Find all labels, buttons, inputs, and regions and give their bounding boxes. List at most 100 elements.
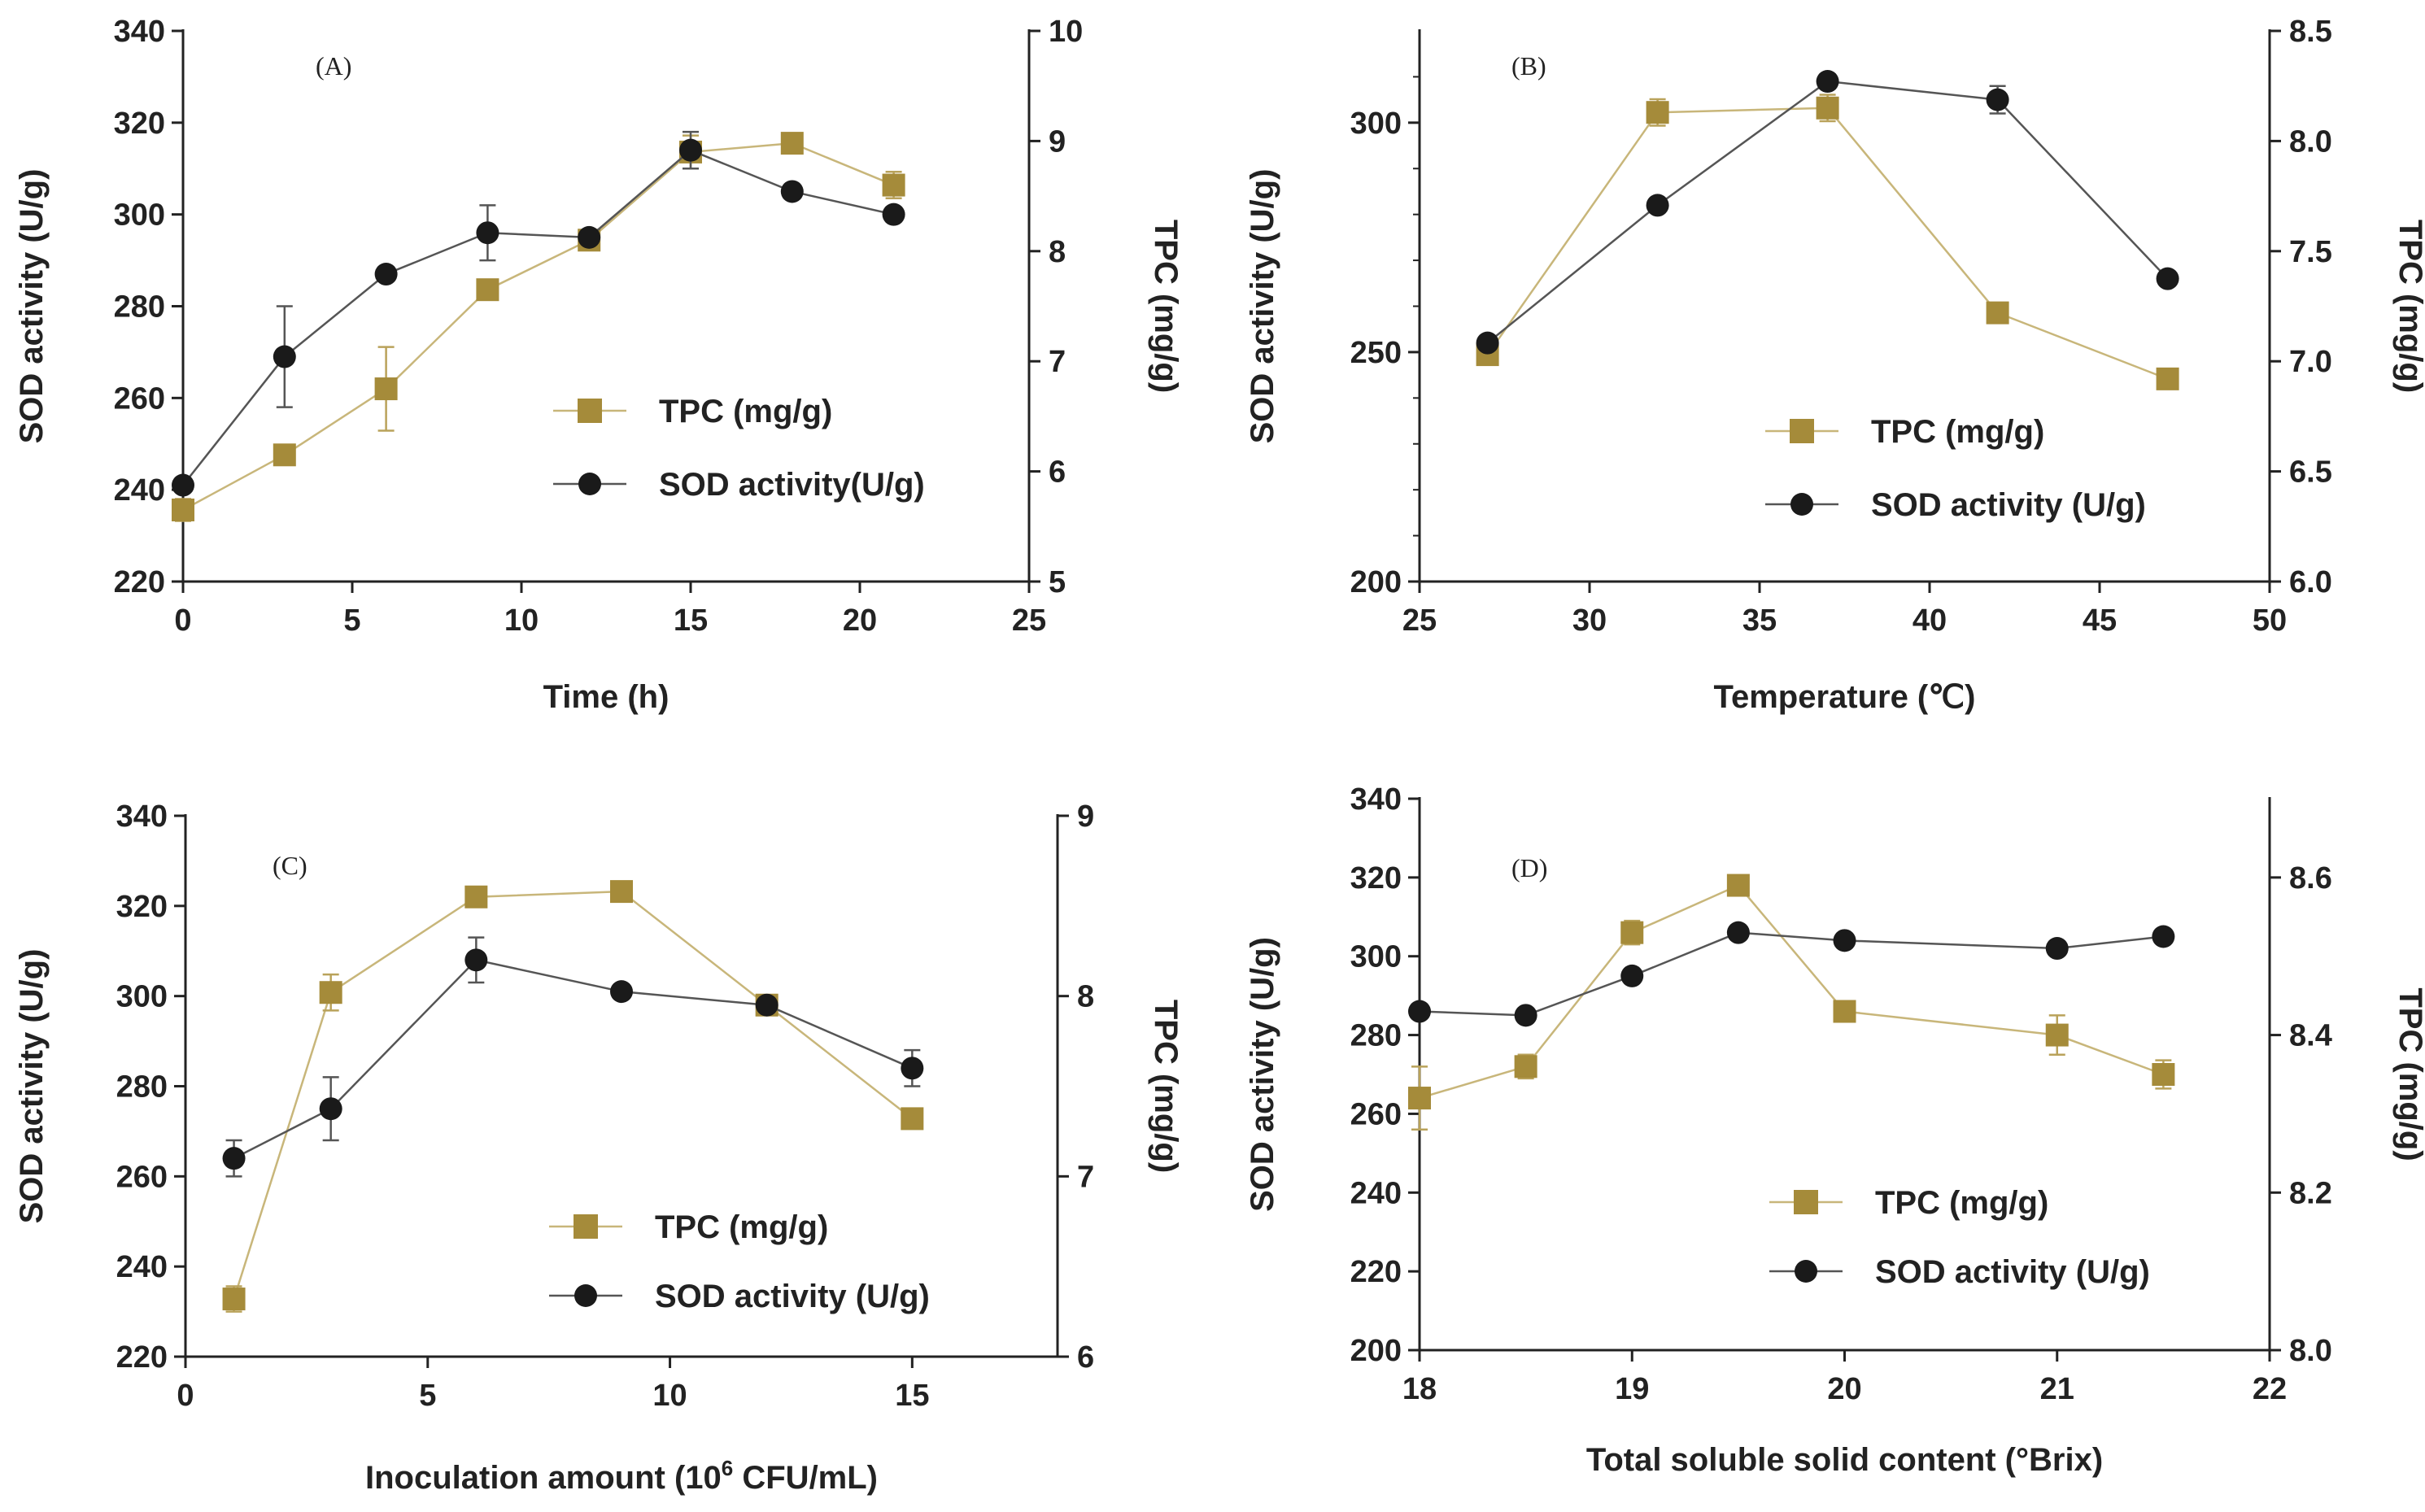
tpc-point — [610, 880, 633, 904]
x-tick-label: 0 — [177, 1379, 194, 1413]
y-axis-title: SOD activity (U/g) — [14, 169, 50, 444]
y-tick-label: 300 — [116, 980, 168, 1014]
x-tick-label: 10 — [504, 603, 539, 638]
tpc-point — [1816, 96, 1839, 120]
legend-label: SOD activity (U/g) — [1871, 487, 2146, 523]
y-axis-title: SOD activity (U/g) — [1245, 937, 1280, 1212]
y-tick-label: 200 — [1350, 565, 1402, 599]
y2-tick-label: 9 — [1077, 800, 1094, 834]
x-tick-label: 5 — [343, 603, 360, 638]
sod-point — [374, 263, 398, 286]
y2-tick-label: 7.5 — [2289, 235, 2332, 269]
y2-axis-title: TPC (mg/g) — [2392, 220, 2425, 393]
sod-point — [610, 980, 633, 1004]
legend-label: SOD activity (U/g) — [1875, 1254, 2150, 1290]
legend: TPC (mg/g) SOD activity (U/g) — [549, 1209, 930, 1314]
y-tick-label: 220 — [116, 1340, 168, 1375]
y-tick-label: 260 — [1350, 1097, 1402, 1131]
sod-point — [2152, 925, 2175, 948]
x-tick-label: 22 — [2253, 1372, 2287, 1406]
x-tick-label: 18 — [1402, 1372, 1437, 1406]
tpc-point — [273, 443, 296, 467]
y-tick-label: 200 — [1350, 1334, 1402, 1368]
chart-panel-3: 0 5 10 15 220 240 260 280 300 320 340 6 7 8 9 Inoculati… — [14, 800, 1184, 1496]
series-line-tpc — [1486, 107, 2169, 381]
tpc-point — [2045, 1023, 2069, 1047]
x-axis-title: Total soluble solid content (°Brix) — [1586, 1442, 2103, 1478]
y-axis-title: SOD activity (U/g) — [14, 949, 50, 1224]
y-tick-label: 300 — [114, 198, 165, 233]
chart-panel-4: 18 19 20 21 22 200 220 240 260 280 300 320 340 8.0 8.2… — [1245, 782, 2425, 1478]
tpc-point — [1408, 1087, 1431, 1110]
y2-tick-label: 8.4 — [2289, 1019, 2332, 1053]
panel-label: (B) — [1511, 51, 1546, 81]
x-tick-label: 10 — [652, 1379, 687, 1413]
y-tick-label: 240 — [114, 473, 165, 508]
y-tick-label: 300 — [1350, 940, 1402, 974]
x-axis-title: Time (h) — [543, 679, 669, 715]
y2-tick-label: 6 — [1049, 455, 1066, 490]
tpc-point — [172, 498, 194, 521]
y-tick-label: 280 — [114, 290, 165, 325]
sod-point — [780, 180, 804, 203]
chart-panel-2: 25 30 35 40 45 50 200 250 300 6.0 6.5 7.0 7.5 8.0 8.5 T… — [1245, 15, 2425, 715]
y-tick-label: 280 — [1350, 1019, 1402, 1053]
x-tick-label: 19 — [1615, 1372, 1649, 1406]
sod-point — [2045, 937, 2069, 961]
y-axis-title: SOD activity (U/g) — [1245, 169, 1280, 444]
panel-label: (C) — [273, 851, 307, 880]
tpc-point — [222, 1288, 246, 1311]
legend-label: SOD activity(U/g) — [659, 467, 925, 503]
tpc-point — [1833, 1000, 1856, 1023]
y2-tick-label: 8.0 — [2289, 1334, 2332, 1368]
y2-tick-label: 7 — [1049, 345, 1066, 379]
tpc-point — [374, 377, 398, 401]
sod-point — [1646, 194, 1669, 217]
y2-tick-label: 8.2 — [2289, 1176, 2332, 1210]
chart-panel-1: 0 5 10 15 20 25 220 240 260 280 300 320 340 5 6 7 8 9 10 Ti… — [14, 15, 1184, 715]
tpc-point — [1646, 101, 1669, 124]
series-line-sod — [182, 149, 894, 486]
x-tick-label: 21 — [2040, 1372, 2074, 1406]
legend-marker-circle — [574, 1284, 597, 1307]
panel-label: (A) — [316, 51, 351, 81]
sod-point — [222, 1147, 246, 1170]
sod-point — [1986, 88, 2009, 111]
sod-point — [476, 221, 499, 245]
legend-marker-square — [578, 399, 602, 423]
y2-axis-title: TPC (mg/g) — [1148, 220, 1184, 393]
x-tick-label: 20 — [1827, 1372, 1861, 1406]
y-tick-label: 300 — [1350, 107, 1402, 141]
y-tick-label: 250 — [1350, 336, 1402, 370]
sod-point — [1816, 70, 1839, 94]
sod-point — [172, 473, 194, 497]
y2-tick-label: 9 — [1049, 124, 1066, 159]
tpc-point — [1986, 301, 2009, 325]
x-axis-title: Inoculation amount (106 CFU/mL) — [365, 1456, 878, 1496]
y-tick-label: 320 — [1350, 861, 1402, 895]
y2-axis-title: TPC (mg/g) — [1148, 1000, 1184, 1173]
legend: TPC (mg/g) SOD activity (U/g) — [1765, 414, 2146, 523]
series-line-sod — [233, 958, 913, 1160]
sod-point — [2156, 267, 2179, 290]
tpc-point — [1514, 1055, 1537, 1078]
x-tick-label: 15 — [674, 603, 708, 638]
legend-label: TPC (mg/g) — [659, 394, 832, 429]
y2-tick-label: 10 — [1049, 15, 1083, 49]
y2-axis-title: TPC (mg/g) — [2392, 987, 2425, 1161]
legend-marker-circle — [578, 473, 601, 495]
sod-point — [755, 993, 779, 1017]
sod-point — [679, 138, 702, 162]
panel-label: (D) — [1511, 853, 1547, 882]
legend-marker-circle — [1795, 1260, 1817, 1283]
x-axis-title: Temperature (℃) — [1713, 679, 1975, 715]
y2-tick-label: 8 — [1049, 235, 1066, 269]
y2-tick-label: 5 — [1049, 565, 1066, 599]
y2-tick-label: 8.0 — [2289, 124, 2332, 159]
sod-point — [465, 948, 488, 972]
x-tick-label: 30 — [1572, 603, 1607, 638]
legend-label: TPC (mg/g) — [655, 1209, 828, 1245]
sod-point — [319, 1097, 342, 1121]
x-tick-label: 15 — [895, 1379, 929, 1413]
legend: TPC (mg/g) SOD activity (U/g) — [1769, 1185, 2150, 1290]
